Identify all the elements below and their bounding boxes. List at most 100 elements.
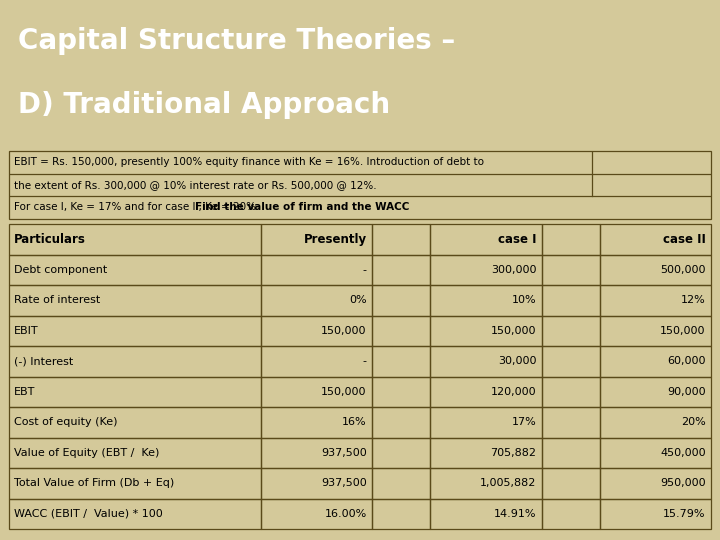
- Text: 17%: 17%: [511, 417, 536, 428]
- Bar: [431, 468, 542, 499]
- Bar: [542, 407, 600, 437]
- Bar: [372, 377, 431, 407]
- Bar: [9, 377, 261, 407]
- Bar: [431, 377, 542, 407]
- Text: (-) Interest: (-) Interest: [14, 356, 73, 367]
- Text: 60,000: 60,000: [667, 356, 706, 367]
- Bar: [542, 285, 600, 315]
- Text: 16%: 16%: [342, 417, 366, 428]
- Bar: [431, 346, 542, 377]
- Bar: [600, 224, 711, 255]
- Bar: [542, 377, 600, 407]
- Text: 150,000: 150,000: [321, 387, 366, 397]
- Bar: [372, 468, 431, 499]
- Text: the extent of Rs. 300,000 @ 10% interest rate or Rs. 500,000 @ 12%.: the extent of Rs. 300,000 @ 10% interest…: [14, 180, 377, 190]
- Bar: [9, 255, 261, 285]
- Bar: [600, 255, 711, 285]
- Bar: [600, 437, 711, 468]
- Bar: [9, 346, 261, 377]
- Bar: [542, 346, 600, 377]
- Bar: [9, 224, 261, 255]
- Text: Rate of interest: Rate of interest: [14, 295, 101, 306]
- Text: 150,000: 150,000: [660, 326, 706, 336]
- Text: 14.91%: 14.91%: [494, 509, 536, 519]
- Text: 1,005,882: 1,005,882: [480, 478, 536, 489]
- Text: 300,000: 300,000: [491, 265, 536, 275]
- Bar: [261, 346, 372, 377]
- Bar: [600, 315, 711, 346]
- Text: Presently: Presently: [304, 233, 366, 246]
- Text: 950,000: 950,000: [660, 478, 706, 489]
- Bar: [261, 315, 372, 346]
- Bar: [431, 315, 542, 346]
- Bar: [600, 346, 711, 377]
- Text: 30,000: 30,000: [498, 356, 536, 367]
- Text: case I: case I: [498, 233, 536, 246]
- Bar: [372, 255, 431, 285]
- Bar: [542, 315, 600, 346]
- Bar: [372, 499, 431, 529]
- Bar: [431, 224, 542, 255]
- Text: EBIT: EBIT: [14, 326, 39, 336]
- Text: 16.00%: 16.00%: [325, 509, 366, 519]
- Bar: [600, 468, 711, 499]
- Bar: [542, 255, 600, 285]
- Text: Find the value of firm and the WACC: Find the value of firm and the WACC: [194, 202, 409, 212]
- Text: -: -: [363, 356, 366, 367]
- Bar: [261, 377, 372, 407]
- Text: 150,000: 150,000: [321, 326, 366, 336]
- Bar: [261, 255, 372, 285]
- Bar: [372, 285, 431, 315]
- Text: D) Traditional Approach: D) Traditional Approach: [18, 91, 390, 119]
- Bar: [372, 315, 431, 346]
- Text: Capital Structure Theories –: Capital Structure Theories –: [18, 27, 455, 55]
- Bar: [600, 285, 711, 315]
- Bar: [9, 437, 261, 468]
- Bar: [542, 437, 600, 468]
- Bar: [431, 255, 542, 285]
- Bar: [372, 437, 431, 468]
- Bar: [431, 437, 542, 468]
- Text: Cost of equity (Ke): Cost of equity (Ke): [14, 417, 118, 428]
- Bar: [261, 437, 372, 468]
- Bar: [542, 468, 600, 499]
- Text: case II: case II: [663, 233, 706, 246]
- Bar: [542, 224, 600, 255]
- Text: Value of Equity (EBT /  Ke): Value of Equity (EBT / Ke): [14, 448, 160, 458]
- Text: 500,000: 500,000: [660, 265, 706, 275]
- Text: 20%: 20%: [681, 417, 706, 428]
- Text: Particulars: Particulars: [14, 233, 86, 246]
- Text: 120,000: 120,000: [490, 387, 536, 397]
- Text: 150,000: 150,000: [491, 326, 536, 336]
- Text: 0%: 0%: [349, 295, 366, 306]
- Bar: [431, 407, 542, 437]
- Text: 937,500: 937,500: [321, 478, 366, 489]
- Bar: [372, 407, 431, 437]
- Text: 937,500: 937,500: [321, 448, 366, 458]
- Bar: [431, 285, 542, 315]
- Text: 705,882: 705,882: [490, 448, 536, 458]
- Bar: [261, 285, 372, 315]
- Bar: [9, 407, 261, 437]
- Text: EBIT = Rs. 150,000, presently 100% equity finance with Ke = 16%. Introduction of: EBIT = Rs. 150,000, presently 100% equit…: [14, 158, 485, 167]
- Bar: [9, 499, 261, 529]
- Bar: [542, 499, 600, 529]
- Bar: [261, 468, 372, 499]
- Bar: [261, 407, 372, 437]
- Text: EBT: EBT: [14, 387, 35, 397]
- Text: 10%: 10%: [512, 295, 536, 306]
- Bar: [261, 499, 372, 529]
- Text: For case I, Ke = 17% and for case II, Ke = 20%.: For case I, Ke = 17% and for case II, Ke…: [14, 202, 263, 212]
- Text: 12%: 12%: [681, 295, 706, 306]
- Bar: [431, 499, 542, 529]
- Text: Total Value of Firm (Db + Eq): Total Value of Firm (Db + Eq): [14, 478, 174, 489]
- Bar: [372, 346, 431, 377]
- Bar: [9, 285, 261, 315]
- Bar: [600, 377, 711, 407]
- Bar: [372, 224, 431, 255]
- Text: 90,000: 90,000: [667, 387, 706, 397]
- Bar: [9, 315, 261, 346]
- Text: Debt component: Debt component: [14, 265, 107, 275]
- Bar: [600, 407, 711, 437]
- Text: WACC (EBIT /  Value) * 100: WACC (EBIT / Value) * 100: [14, 509, 163, 519]
